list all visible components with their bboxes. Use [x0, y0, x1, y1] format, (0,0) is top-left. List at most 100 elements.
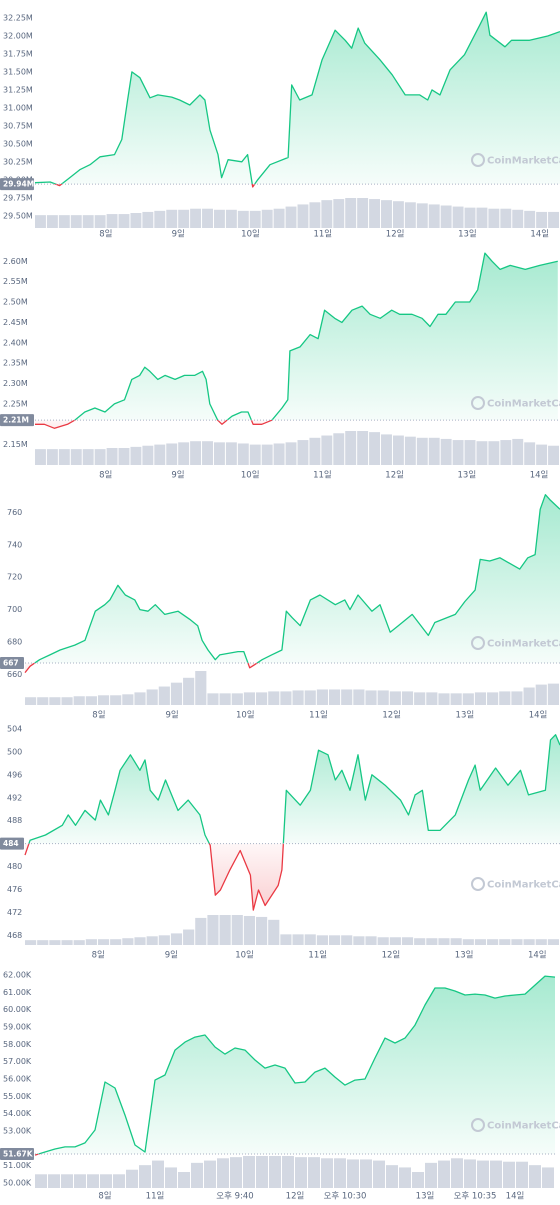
volume-bar — [297, 204, 309, 228]
y-tick-label: 54.00K — [3, 1109, 32, 1118]
watermark-logo — [471, 1118, 485, 1132]
volume-bar — [280, 691, 292, 705]
y-tick-label: 31.00M — [3, 103, 33, 112]
y-tick-label: 29.75M — [3, 193, 33, 202]
volume-bar — [231, 693, 243, 705]
volume-bar — [321, 1158, 333, 1188]
volume-bar — [414, 938, 426, 945]
volume-bar — [256, 1156, 268, 1188]
volume-bar — [166, 443, 178, 465]
y-tick-label: 472 — [7, 908, 22, 917]
volume-bar — [183, 677, 195, 705]
volume-bar — [58, 449, 70, 465]
volume-bar — [106, 214, 118, 228]
y-tick-label: 30.50M — [3, 139, 33, 148]
x-tick-label: 14일 — [529, 711, 548, 721]
volume-bar — [134, 692, 146, 705]
x-tick-label: 오후 9:40 — [216, 1192, 253, 1202]
volume-bar — [213, 442, 225, 465]
y-tick-label: 480 — [7, 862, 22, 871]
volume-bar — [401, 691, 414, 705]
volume-bar — [87, 1174, 99, 1188]
watermark: CoinMarketCap — [487, 1121, 560, 1132]
volume-bar — [158, 686, 170, 705]
volume-bar — [377, 937, 389, 945]
volume-bar — [190, 208, 202, 228]
y-tick-label: 32.25M — [3, 13, 33, 22]
y-tick-label: 2.35M — [3, 359, 28, 368]
volume-bar — [369, 432, 381, 465]
volume-bar — [416, 437, 428, 465]
volume-bar — [416, 203, 428, 228]
x-tick-label: 8일 — [99, 471, 112, 481]
volume-bar — [464, 440, 476, 465]
volume-bar — [268, 691, 280, 705]
y-tick-label: 500 — [7, 747, 22, 756]
y-tick-label: 51.00K — [3, 1161, 32, 1170]
volume-bar — [46, 215, 58, 228]
volume-bar — [426, 692, 438, 705]
volume-bar — [285, 442, 297, 465]
volume-bar — [440, 438, 452, 465]
volume-bar — [341, 689, 353, 705]
volume-bar — [70, 449, 82, 465]
y-tick-label: 56.00K — [3, 1075, 32, 1084]
volume-bar — [512, 438, 524, 465]
x-tick-label: 13일 — [458, 471, 477, 481]
volume-bar — [488, 441, 500, 465]
y-tick-label: 32.00M — [3, 31, 33, 40]
volume-bar — [25, 940, 37, 945]
volume-bar — [529, 1165, 541, 1188]
volume-bar — [269, 1156, 281, 1188]
volume-bar — [328, 689, 341, 705]
price-line — [34, 11, 560, 188]
volume-bar — [309, 202, 321, 228]
x-tick-label: 12일 — [382, 711, 401, 721]
volume-bar — [261, 209, 273, 228]
volume-bar — [321, 200, 333, 228]
volume-bar — [243, 1156, 255, 1188]
volume-bar — [523, 939, 535, 945]
volume-bar — [130, 446, 142, 465]
volume-bar — [316, 935, 328, 945]
watermark-logo — [471, 636, 485, 650]
volume-bar — [249, 210, 261, 228]
volume-bar — [106, 448, 118, 465]
volume-bar — [219, 693, 231, 705]
volume-bar — [488, 208, 500, 228]
volume-bar — [357, 198, 369, 228]
volume-bar — [365, 690, 377, 705]
volume-bar — [110, 939, 122, 945]
volume-bar — [261, 444, 273, 465]
volume-bar — [389, 937, 401, 945]
area-fill — [35, 253, 558, 429]
volume-bar — [61, 940, 73, 945]
volume-bar — [512, 209, 524, 228]
volume-bar — [297, 440, 309, 465]
y-tick-label: 61.00K — [3, 988, 32, 997]
x-tick-label: 11일 — [146, 1192, 165, 1202]
volume-bar — [70, 215, 82, 228]
volume-bar — [345, 198, 357, 228]
x-tick-label: 11일 — [313, 471, 332, 481]
volume-bar — [118, 214, 130, 228]
y-tick-label: 2.30M — [3, 379, 28, 388]
volume-bar — [154, 444, 166, 465]
volume-bar — [547, 939, 559, 945]
volume-bar — [381, 434, 392, 465]
x-tick-label: 9일 — [165, 711, 178, 721]
volume-bar — [425, 1162, 437, 1188]
volume-bar — [503, 1161, 515, 1188]
volume-bar — [195, 671, 207, 705]
volume-bar — [122, 938, 134, 945]
y-tick-label: 680 — [7, 637, 22, 646]
volume-bar — [219, 915, 231, 945]
volume-bar — [464, 207, 476, 228]
volume-bar — [37, 697, 49, 705]
volume-bar — [46, 449, 58, 465]
y-tick-label: 2.45M — [3, 318, 28, 327]
volume-bar — [237, 443, 249, 465]
volume-bar — [524, 210, 536, 228]
volume-bar — [304, 934, 316, 945]
